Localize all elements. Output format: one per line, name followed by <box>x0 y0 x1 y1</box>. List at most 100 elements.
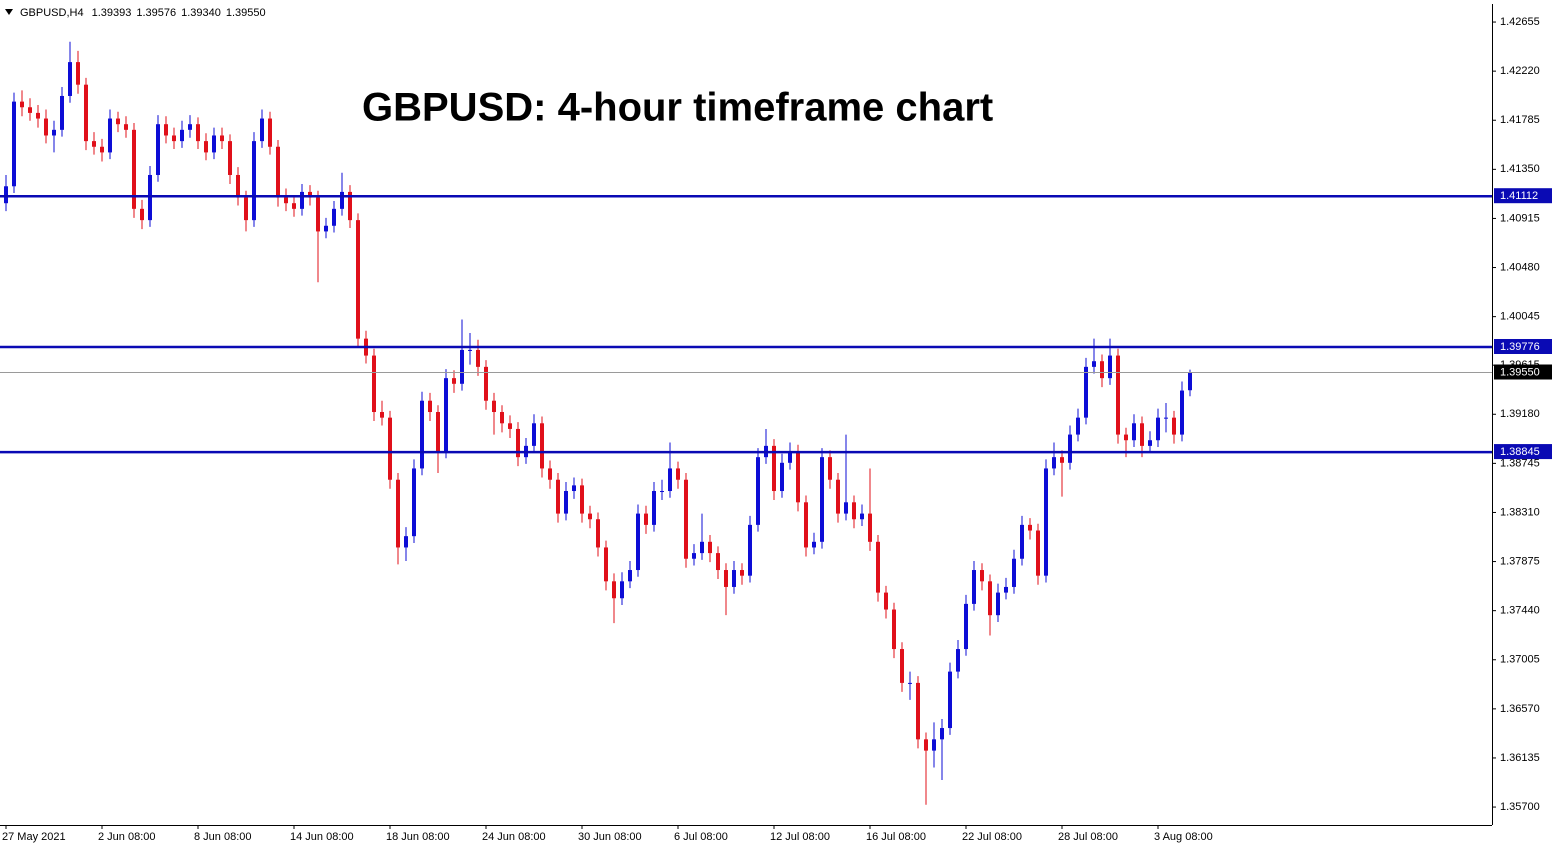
candle-body <box>372 355 376 413</box>
candle-body <box>924 739 928 751</box>
candle-body <box>500 412 504 424</box>
level-tag <box>1494 338 1552 354</box>
candle-body <box>532 423 536 446</box>
candle-body <box>1044 468 1048 576</box>
candle-body <box>92 141 96 147</box>
candle-body <box>348 191 352 221</box>
candle-body <box>692 553 696 559</box>
candle-body <box>388 417 392 480</box>
candle-body <box>468 349 472 351</box>
candle-body <box>124 124 128 130</box>
y-tick-label: 1.41785 <box>1500 114 1540 126</box>
candle-body <box>100 146 104 153</box>
y-tick-label: 1.38310 <box>1500 506 1540 518</box>
candle-body <box>1092 361 1096 367</box>
candle-body <box>340 191 344 209</box>
candle-body <box>1028 524 1032 531</box>
candle-body <box>748 524 752 576</box>
candle-body <box>852 502 856 520</box>
candle-body <box>1020 524 1024 559</box>
candle-body <box>900 649 904 683</box>
candle-body <box>28 107 32 113</box>
candle-body <box>436 412 440 452</box>
candle-body <box>652 491 656 525</box>
y-tick-label: 1.40915 <box>1500 212 1540 224</box>
candle-body <box>20 101 24 108</box>
candle-body <box>636 513 640 571</box>
y-tick-label: 1.35700 <box>1500 801 1540 813</box>
y-tick-label: 1.36135 <box>1500 752 1540 764</box>
candle-body <box>1180 390 1184 435</box>
level-label: 1.39776 <box>1500 341 1540 353</box>
candle-body <box>556 479 560 514</box>
quote-low: 1.39340 <box>181 7 221 19</box>
candle-body <box>276 146 280 198</box>
y-tick-label: 1.37875 <box>1500 555 1540 567</box>
candle-body <box>1068 434 1072 463</box>
candle-body <box>508 423 512 429</box>
candle-body <box>780 462 784 492</box>
candle-body <box>1132 423 1136 441</box>
candle-body <box>916 682 920 740</box>
candle-body <box>868 513 872 542</box>
candle-body <box>132 129 136 209</box>
candle-body <box>300 191 304 209</box>
candle-body <box>788 451 792 463</box>
candle-body <box>1100 361 1104 379</box>
candle-body <box>716 553 720 571</box>
candle-body <box>356 220 360 339</box>
candle-body <box>1188 372 1192 391</box>
candle-body <box>68 62 72 96</box>
candle-body <box>180 129 184 142</box>
y-tick-label: 1.37440 <box>1500 605 1540 617</box>
candle-body <box>932 739 936 751</box>
candle-body <box>964 603 968 650</box>
candle-body <box>580 485 584 514</box>
candle-body <box>516 428 520 458</box>
y-tick-label: 1.39180 <box>1500 408 1540 420</box>
candle-body <box>812 541 816 548</box>
candle-body <box>460 349 464 384</box>
y-tick-label: 1.42220 <box>1500 65 1540 77</box>
candle-body <box>284 197 288 204</box>
candle-body <box>380 412 384 418</box>
candle-body <box>396 479 400 548</box>
candle-body <box>980 570 984 582</box>
candle-body <box>452 378 456 384</box>
candle-body <box>116 118 120 125</box>
candle-body <box>876 541 880 593</box>
candle-body <box>412 468 416 537</box>
candle-body <box>156 124 160 175</box>
x-tick-label: 22 Jul 08:00 <box>962 831 1022 843</box>
x-tick-label: 27 May 2021 <box>2 831 66 843</box>
candle-body <box>332 208 336 226</box>
x-tick-label: 12 Jul 08:00 <box>770 831 830 843</box>
x-tick-label: 8 Jun 08:00 <box>194 831 252 843</box>
candle-body <box>428 400 432 413</box>
candle-body <box>60 95 64 130</box>
x-tick-label: 3 Aug 08:00 <box>1154 831 1213 843</box>
candle-body <box>12 101 16 187</box>
quote-open: 1.39393 <box>92 7 132 19</box>
candle-body <box>908 682 912 684</box>
candle-body <box>588 513 592 520</box>
candle-body <box>76 62 80 85</box>
candle-body <box>196 124 200 142</box>
candle-body <box>1124 434 1128 441</box>
candle-body <box>444 378 448 452</box>
candle-body <box>772 445 776 492</box>
chart-title: GBPUSD: 4-hour timeframe chart <box>362 86 993 130</box>
candle-body <box>564 491 568 514</box>
candle-body <box>268 118 272 147</box>
candle-body <box>404 536 408 548</box>
candle-body <box>836 479 840 514</box>
candle-body <box>484 366 488 401</box>
y-tick-label: 1.37005 <box>1500 654 1540 666</box>
x-tick-label: 6 Jul 08:00 <box>674 831 728 843</box>
candle-body <box>548 468 552 480</box>
candle-body <box>668 468 672 492</box>
candle-body <box>36 112 40 119</box>
y-tick-label: 1.38745 <box>1500 457 1540 469</box>
candle-body <box>1148 440 1152 446</box>
x-tick-label: 18 Jun 08:00 <box>386 831 450 843</box>
